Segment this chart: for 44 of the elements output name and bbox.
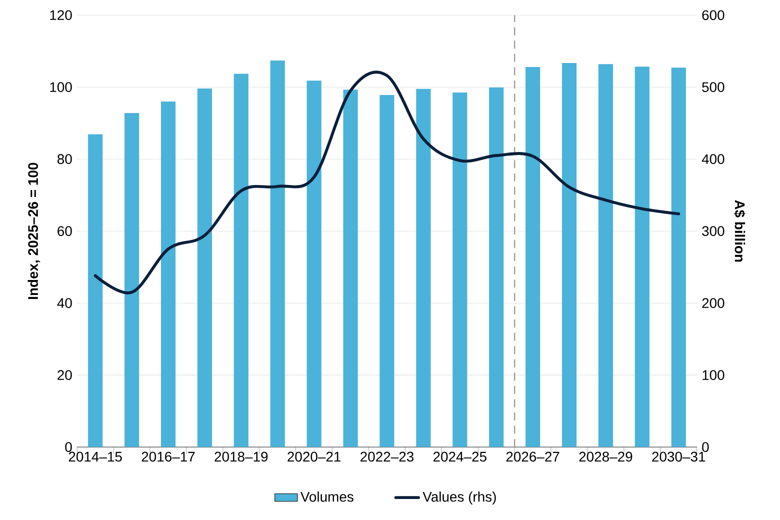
- y-tick-label: 20: [58, 370, 72, 380]
- bar: [598, 64, 614, 448]
- x-tick-label: 2016–17: [142, 452, 195, 462]
- y-tick-label: 100: [50, 82, 72, 92]
- bar: [489, 87, 504, 448]
- y2-tick-label: 200: [702, 298, 724, 308]
- y2-axis-title: A$ billion: [734, 200, 746, 262]
- y2-tick-label: 0: [702, 442, 709, 452]
- bar: [562, 62, 577, 448]
- x-tick-label: 2014–15: [68, 452, 122, 462]
- y-tick-label: 120: [50, 10, 72, 20]
- bar: [452, 92, 468, 448]
- y2-tick-label: 400: [702, 154, 724, 164]
- bar: [88, 134, 103, 448]
- bar: [197, 88, 212, 448]
- y2-tick-label: 500: [702, 82, 724, 92]
- bar: [416, 88, 431, 448]
- bar: [160, 102, 176, 448]
- legend-label: Values (rhs): [422, 492, 496, 505]
- bar: [306, 80, 322, 448]
- bar: [380, 95, 394, 448]
- y2-tick-label: 600: [702, 10, 724, 20]
- legend-label: Volumes: [300, 492, 354, 502]
- y-axis-title: Index, 2025–26 = 100: [28, 162, 40, 299]
- x-tick-label: 2026–27: [506, 452, 560, 462]
- x-tick-label: 2018–19: [214, 452, 268, 462]
- x-tick-label: 2028–29: [579, 452, 632, 462]
- bar: [634, 66, 650, 448]
- bar: [234, 74, 248, 448]
- x-tick-label: 2020–21: [288, 452, 341, 462]
- x-tick-label: 2022–23: [360, 452, 414, 462]
- bar: [124, 113, 140, 448]
- y2-tick-label: 100: [702, 370, 724, 380]
- y-tick-label: 60: [58, 226, 72, 236]
- bar: [526, 66, 540, 448]
- x-tick-label: 2030–31: [652, 452, 706, 462]
- y2-tick-label: 300: [702, 226, 724, 236]
- bar: [270, 60, 285, 448]
- y-tick-label: 80: [57, 154, 72, 164]
- bar: [343, 90, 358, 448]
- y-tick-label: 40: [57, 298, 72, 308]
- y-tick-label: 0: [65, 442, 72, 452]
- x-tick-label: 2024–25: [433, 452, 486, 462]
- bar: [671, 68, 686, 448]
